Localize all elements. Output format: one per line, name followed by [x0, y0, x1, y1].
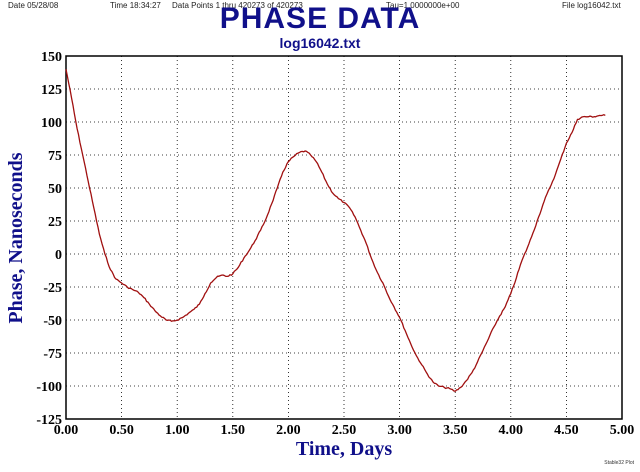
y-tick-label: -100 [36, 380, 62, 395]
plot-frame [65, 55, 623, 420]
x-tick-label: 5.00 [610, 423, 635, 438]
x-tick-label: 3.00 [387, 423, 412, 438]
header-file: File log16042.txt [562, 1, 621, 10]
x-tick-label: 4.00 [499, 423, 524, 438]
y-tick-label: -75 [43, 347, 62, 362]
header-data-points: Data Points 1 thru 420273 of 420273 [172, 1, 303, 10]
x-axis-label: Time, Days [296, 438, 393, 460]
y-tick-label: -25 [43, 281, 62, 296]
x-tick-label: 1.00 [165, 423, 190, 438]
chart-title: PHASE DATA [219, 2, 421, 35]
y-tick-label: 0 [55, 248, 62, 263]
y-tick-label: 125 [41, 83, 62, 98]
grid-lines [66, 56, 622, 419]
header-tau: Tau=1.0000000e+00 [386, 1, 460, 10]
y-tick-label: 75 [48, 149, 62, 164]
chart-subtitle: log16042.txt [279, 35, 361, 51]
x-tick-label: 0.50 [109, 423, 134, 438]
y-tick-labels: 150 125 100 75 50 25 0 -25 -50 -75 -100 -125 [36, 50, 62, 428]
x-tick-label: 2.50 [332, 423, 357, 438]
x-tick-label: 4.50 [554, 423, 579, 438]
y-tick-label: -50 [43, 314, 62, 329]
x-tick-label: 2.00 [276, 423, 301, 438]
x-tick-label: 0.00 [54, 423, 79, 438]
phase-series-line [65, 69, 606, 393]
y-tick-label: 150 [41, 50, 62, 65]
header-time: Time 18:34:27 [110, 1, 161, 10]
header-date: Date 05/28/08 [8, 1, 59, 10]
y-axis-label: Phase, Nanoseconds [5, 152, 27, 323]
x-tick-label: 1.50 [221, 423, 246, 438]
y-tick-label: 100 [41, 116, 62, 131]
y-tick-label: 25 [48, 215, 62, 230]
x-tick-label: 3.50 [443, 423, 468, 438]
x-tick-labels: 0.00 0.50 1.00 1.50 2.00 2.50 3.00 3.50 4.00 4.50… [54, 423, 635, 438]
y-tick-label: 50 [48, 182, 62, 197]
y-tick-label: -125 [36, 413, 62, 428]
corner-credit: Stable32 Plot [604, 460, 634, 466]
